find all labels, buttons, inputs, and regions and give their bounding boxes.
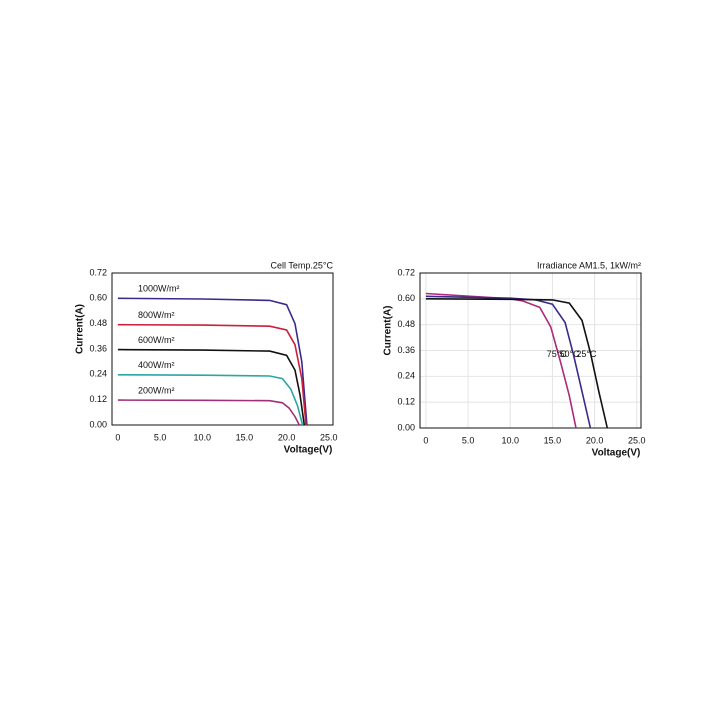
x-axis-title: Voltage(V) <box>592 448 641 459</box>
series-line <box>117 348 306 426</box>
x-tick-label: 10.0 <box>501 435 519 445</box>
x-tick-label: 25.0 <box>628 435 646 445</box>
y-tick-label: 0.12 <box>397 397 415 407</box>
x-tick-label: 20.0 <box>278 432 296 442</box>
series-label: 1000W/m² <box>138 284 180 294</box>
y-tick-label: 0.12 <box>89 394 107 404</box>
series-label: 800W/m² <box>138 310 175 320</box>
y-tick-label: 0.60 <box>397 293 415 303</box>
series-line <box>117 297 308 426</box>
series-line <box>117 374 304 426</box>
series-line <box>425 295 592 429</box>
y-tick-label: 0.48 <box>89 318 107 328</box>
plot-border <box>419 272 642 429</box>
x-tick-label: 15.0 <box>236 432 254 442</box>
plot-border <box>111 272 334 426</box>
y-tick-label: 0.36 <box>397 345 415 355</box>
y-axis-title: Current(A) <box>75 304 86 354</box>
series-line <box>117 399 301 426</box>
series-line <box>117 323 307 426</box>
x-tick-label: 25.0 <box>320 432 338 442</box>
x-tick-label: 5.0 <box>154 432 167 442</box>
series-label: 600W/m² <box>138 335 175 345</box>
series-label: 400W/m² <box>138 360 175 370</box>
series-label: 200W/m² <box>138 385 175 395</box>
series-line <box>425 298 609 429</box>
chart-title: Cell Temp.25°C <box>271 260 334 270</box>
y-tick-label: 0.24 <box>89 369 107 379</box>
x-tick-label: 0 <box>423 435 428 445</box>
chart-title: Irradiance AM1.5, 1kW/m² <box>537 260 641 270</box>
x-tick-label: 20.0 <box>586 435 604 445</box>
y-tick-label: 0.72 <box>397 267 415 277</box>
x-tick-label: 10.0 <box>193 432 211 442</box>
y-tick-label: 0.60 <box>89 293 107 303</box>
x-axis-title: Voltage(V) <box>284 445 333 456</box>
y-tick-label: 0.48 <box>397 319 415 329</box>
series-label: 50°C <box>559 349 580 359</box>
y-tick-label: 0.00 <box>89 419 107 429</box>
x-tick-label: 15.0 <box>544 435 562 445</box>
series-label: 25°C <box>576 349 597 359</box>
y-tick-label: 0.24 <box>397 371 415 381</box>
y-tick-label: 0.72 <box>89 267 107 277</box>
series-label: 75°C <box>547 349 568 359</box>
x-tick-label: 0 <box>115 432 120 442</box>
y-tick-label: 0.36 <box>89 343 107 353</box>
x-tick-label: 5.0 <box>462 435 475 445</box>
y-axis-title: Current(A) <box>383 306 394 356</box>
y-tick-label: 0.00 <box>397 422 415 432</box>
